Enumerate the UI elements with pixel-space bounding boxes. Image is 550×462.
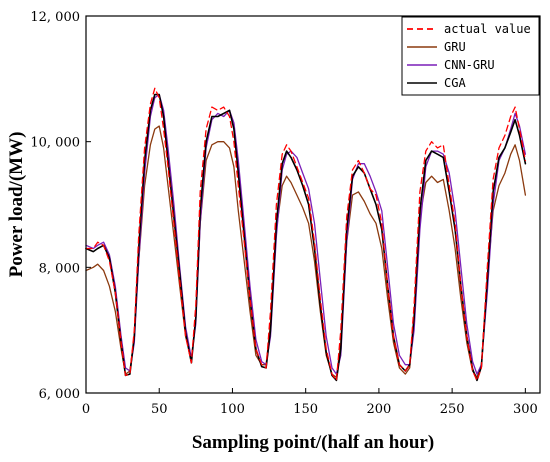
x-tick-label: 0 (82, 402, 90, 417)
legend: actual value GRU CNN-GRU CGA (401, 16, 540, 96)
legend-label: CNN-GRU (444, 58, 495, 72)
legend-label: GRU (444, 40, 466, 54)
legend-box (401, 16, 540, 96)
x-tick-label: 100 (220, 402, 245, 417)
x-tick-label: 150 (293, 402, 318, 417)
x-tick-label: 50 (151, 402, 168, 417)
axes-layer: 0 50 100 150 200 250 300 6, 000 8, 000 10, 000 12,… (30, 10, 537, 417)
y-tick-label: 6, 000 (39, 387, 80, 402)
series-line-gru (85, 125, 527, 378)
legend-label: actual value (444, 22, 531, 36)
x-tick-label: 200 (366, 402, 391, 417)
series-layer (85, 87, 527, 382)
plot-frame (85, 15, 541, 394)
legend-label: CGA (444, 76, 466, 90)
series-line-cnn-gru (85, 93, 527, 375)
y-tick-label: 8, 000 (39, 261, 80, 276)
y-tick-label: 12, 000 (30, 10, 80, 25)
y-tick-label: 10, 000 (30, 136, 80, 151)
x-tick-label: 250 (440, 402, 465, 417)
series-line-actual-value (85, 87, 527, 382)
x-axis-title: Sampling point/(half an hour) (192, 432, 434, 453)
x-tick-label: 300 (513, 402, 538, 417)
y-axis-title: Power load/(MW) (6, 132, 27, 278)
